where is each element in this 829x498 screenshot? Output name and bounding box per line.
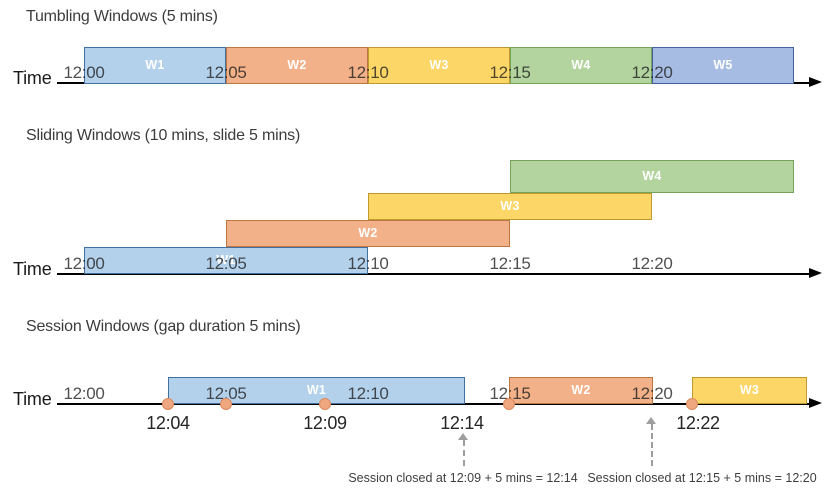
event-time-label: 12:14 <box>440 413 484 433</box>
event-dot <box>319 398 331 410</box>
tumbling-window-w2: W2 <box>226 47 368 84</box>
tick-label: 12:20 <box>631 384 673 403</box>
tick-label: 12:15 <box>489 63 531 82</box>
dashed-arrowhead-icon <box>458 433 468 440</box>
window-label: W1 <box>306 382 327 397</box>
tumbling-window-w1: W1 <box>84 47 226 84</box>
timeline-arrowhead-icon <box>809 398 822 408</box>
sliding-window-w3: W3 <box>368 193 652 220</box>
timeline-arrowhead-icon <box>809 77 822 87</box>
session-close-annotation: Session closed at 12:09 + 5 mins = 12:14 <box>348 471 578 485</box>
tick-label: 12:05 <box>205 254 247 273</box>
dashed-arrow <box>651 424 653 466</box>
dashed-arrowhead-icon <box>646 417 656 424</box>
tick-label: 12:20 <box>631 63 673 82</box>
sliding-window-w1: W1 <box>84 247 368 274</box>
event-dot <box>220 398 232 410</box>
tick-label: 12:10 <box>347 384 389 403</box>
event-time-label: 12:09 <box>303 413 347 433</box>
window-label: W5 <box>713 57 733 72</box>
tick-label: 12:00 <box>63 63 105 82</box>
window-label: W4 <box>642 168 662 183</box>
timeline-arrowhead-icon <box>809 268 822 278</box>
tick-label: 12:15 <box>489 384 531 403</box>
tick-label: 12:05 <box>205 63 247 82</box>
dashed-arrow <box>463 440 465 466</box>
tumbling-window-w3: W3 <box>368 47 510 84</box>
time-axis-label-tumbling: Time <box>13 68 52 88</box>
window-label: W2 <box>571 382 591 397</box>
event-dot <box>686 398 698 410</box>
tumbling-section-title: Tumbling Windows (5 mins) <box>26 8 218 25</box>
timeline-axis-session <box>57 403 810 405</box>
sliding-section-title: Sliding Windows (10 mins, slide 5 mins) <box>26 127 301 144</box>
tick-label: 12:20 <box>631 254 673 273</box>
tick-label: 12:10 <box>347 63 389 82</box>
window-label: W4 <box>571 57 591 72</box>
event-time-label: 12:04 <box>146 413 190 433</box>
timeline-axis-sliding <box>57 273 810 275</box>
time-axis-label-sliding: Time <box>13 259 52 279</box>
session-window-w2: W2 <box>509 377 653 404</box>
session-window-w3: W3 <box>692 377 807 404</box>
tumbling-window-w5: W5 <box>652 47 794 84</box>
event-dot <box>503 398 515 410</box>
window-label: W1 <box>216 252 236 267</box>
tick-label: 12:00 <box>63 384 105 403</box>
window-label: W3 <box>500 198 520 213</box>
window-label: W1 <box>145 57 165 72</box>
time-axis-label-session: Time <box>13 389 52 409</box>
window-label: W2 <box>287 57 307 72</box>
window-label: W3 <box>739 382 760 397</box>
event-time-label: 12:22 <box>676 413 720 433</box>
tick-label: 12:15 <box>489 254 531 273</box>
session-section-title: Session Windows (gap duration 5 mins) <box>26 318 301 335</box>
session-window-w1: W1 <box>168 377 465 404</box>
window-label: W2 <box>358 225 378 240</box>
tick-label: 12:00 <box>63 254 105 273</box>
session-close-annotation: Session closed at 12:15 + 5 mins = 12:20 <box>587 471 817 485</box>
tick-label: 12:10 <box>347 254 389 273</box>
tumbling-window-w4: W4 <box>510 47 652 84</box>
sliding-window-w2: W2 <box>226 220 510 247</box>
sliding-window-w4: W4 <box>510 160 794 193</box>
window-label: W3 <box>429 57 449 72</box>
event-dot <box>162 398 174 410</box>
tick-label: 12:05 <box>205 384 247 403</box>
